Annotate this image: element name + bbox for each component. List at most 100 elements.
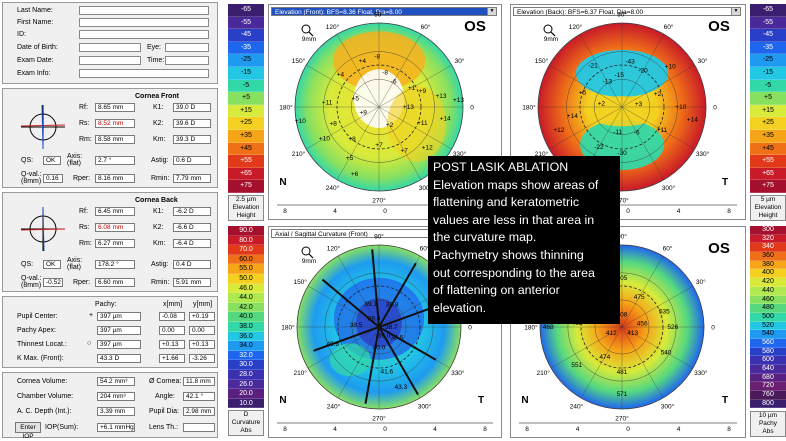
back-k1-value: -6.2 D bbox=[173, 207, 211, 216]
overlay-line-1: POST LASIK ABLATION bbox=[433, 160, 569, 174]
scale-unit-text: Abs bbox=[762, 427, 774, 435]
scale-cell: 360 bbox=[750, 252, 786, 261]
scale-units: 5 µm Elevation Height bbox=[750, 195, 786, 221]
scale-cell: 50.0 bbox=[228, 273, 264, 284]
map-value: +8 bbox=[330, 121, 338, 128]
scale-cell: 400 bbox=[750, 269, 786, 279]
back-elevation-map-panel[interactable]: Elevation (Back): BFS=6.37 Float, Dia=8.… bbox=[510, 4, 746, 220]
scale-cell: 460 bbox=[750, 295, 786, 305]
angle-label: 90° bbox=[617, 11, 627, 19]
exam-date-label: Exam Date: bbox=[17, 57, 54, 64]
chevron-down-icon[interactable]: ▼ bbox=[731, 8, 740, 15]
scale-cell: +75 bbox=[750, 180, 786, 193]
angle-label: 270° bbox=[372, 415, 386, 423]
front-rf-label: Rf: bbox=[79, 104, 88, 111]
cornea-volume-value: 54.2 mm³ bbox=[97, 377, 135, 386]
map-title-dropdown[interactable]: Elevation (Front): BFS=8.36 Float, Dia=8… bbox=[271, 7, 497, 16]
scale-cell: 70.0 bbox=[228, 245, 264, 255]
lens-th-value bbox=[183, 423, 215, 432]
eye-indicator: OS bbox=[708, 240, 730, 257]
map-title-dropdown[interactable]: Elevation (Back): BFS=6.37 Float, Dia=8.… bbox=[513, 7, 741, 16]
scale-cell: -25 bbox=[228, 54, 264, 67]
x-tick-label: 4 bbox=[433, 426, 437, 433]
chevron-down-icon[interactable]: ▼ bbox=[487, 8, 496, 15]
map-value: 468 bbox=[543, 324, 554, 331]
scale-cell: -5 bbox=[228, 79, 264, 93]
exam-info-field[interactable] bbox=[79, 69, 209, 78]
x-tick-label: 8 bbox=[283, 426, 287, 433]
overlay-line-2: Elevation maps show areas of bbox=[433, 177, 599, 192]
angle-label: 210° bbox=[536, 369, 550, 377]
back-rmin-label: Rmin: bbox=[151, 279, 170, 286]
scale-cell: 440 bbox=[750, 286, 786, 296]
map-value: +7 bbox=[375, 142, 383, 149]
dob-field[interactable] bbox=[79, 43, 141, 52]
thinnest-loc-pachy: 397 µm bbox=[97, 340, 141, 349]
pupil-center-icon: + bbox=[89, 312, 94, 319]
front-rper-value: 8.16 mm bbox=[95, 174, 135, 183]
scale-unit-text: D bbox=[243, 411, 249, 419]
angle-label: 180° bbox=[524, 324, 538, 332]
x-tick-label: 0 bbox=[383, 208, 387, 215]
angle-label: 60° bbox=[664, 23, 674, 31]
scale-cell: 600 bbox=[750, 356, 786, 365]
scale-cell: 340 bbox=[750, 243, 786, 253]
scale-cell: 300 bbox=[750, 226, 786, 235]
angle-label: 300° bbox=[419, 184, 433, 192]
first-name-field[interactable] bbox=[79, 18, 209, 27]
angle-label: 300° bbox=[661, 402, 675, 410]
map-value: 571 bbox=[617, 391, 628, 398]
scale-cell: -45 bbox=[228, 29, 264, 42]
magnifier-icon[interactable] bbox=[301, 246, 314, 259]
scale-cell: 26.0 bbox=[228, 379, 264, 390]
map-value: 474 bbox=[599, 354, 610, 361]
map-value: +10 bbox=[665, 64, 676, 71]
map-spoke bbox=[306, 64, 452, 150]
scale-unit-text: Pachy bbox=[758, 419, 778, 427]
angle-label: 270° bbox=[615, 197, 629, 205]
eye-indicator: OS bbox=[464, 18, 486, 35]
kmax-y: -3.26 bbox=[189, 354, 215, 363]
scale-unit-text: Height bbox=[236, 212, 256, 219]
scale-cell: -15 bbox=[228, 66, 264, 80]
scale-cell: 520 bbox=[750, 321, 786, 331]
map-spoke bbox=[549, 64, 695, 150]
front-rm-label: Rm: bbox=[79, 136, 92, 143]
magnifier-icon[interactable] bbox=[301, 24, 314, 37]
time-field[interactable] bbox=[165, 56, 209, 65]
scale-cell: +15 bbox=[750, 104, 786, 118]
angle-label: 240° bbox=[327, 402, 341, 410]
x-tick-label: 0 bbox=[383, 426, 387, 433]
angle-label: 240° bbox=[570, 402, 584, 410]
meridian-line bbox=[321, 278, 380, 328]
scale-cell: 30.0 bbox=[228, 360, 264, 370]
last-name-field[interactable] bbox=[79, 6, 209, 15]
scale-cell: 720 bbox=[750, 382, 786, 392]
back-rm-value: 6.27 mm bbox=[95, 239, 135, 248]
scale-unit-text: 5 µm bbox=[760, 196, 776, 203]
angle-label: 120° bbox=[326, 23, 340, 31]
back-axis-diagram-icon bbox=[20, 206, 66, 252]
enter-iop-button[interactable]: Enter IOP bbox=[15, 422, 41, 440]
id-field[interactable] bbox=[79, 30, 209, 39]
back-km-label: Km: bbox=[153, 240, 166, 247]
map-value: 505 bbox=[617, 275, 628, 282]
map-value: +10 bbox=[295, 118, 306, 125]
pupil-center-label: Pupil Center: bbox=[17, 313, 58, 320]
pachy-apex-y: 0.00 bbox=[189, 326, 215, 335]
map-value: -22 bbox=[594, 144, 604, 151]
meridian-line bbox=[378, 262, 417, 328]
x-tick-label: 8 bbox=[283, 208, 287, 215]
scale-cell: 320 bbox=[750, 234, 786, 244]
angle-label: 150° bbox=[292, 57, 306, 65]
exam-date-field[interactable] bbox=[79, 56, 141, 65]
magnifier-icon[interactable] bbox=[543, 24, 556, 37]
map-value: 408 bbox=[617, 312, 628, 319]
front-axis-value: 2.7 ° bbox=[95, 156, 135, 165]
front-qs-value: OK bbox=[43, 156, 61, 165]
front-rper-label: Rper: bbox=[73, 175, 91, 182]
angle-label: 0 bbox=[470, 105, 474, 112]
eye-field[interactable] bbox=[165, 43, 209, 52]
scale-units: 10 µm Pachy Abs bbox=[750, 410, 786, 437]
back-axis-label: Axis: (flat) bbox=[67, 257, 83, 271]
